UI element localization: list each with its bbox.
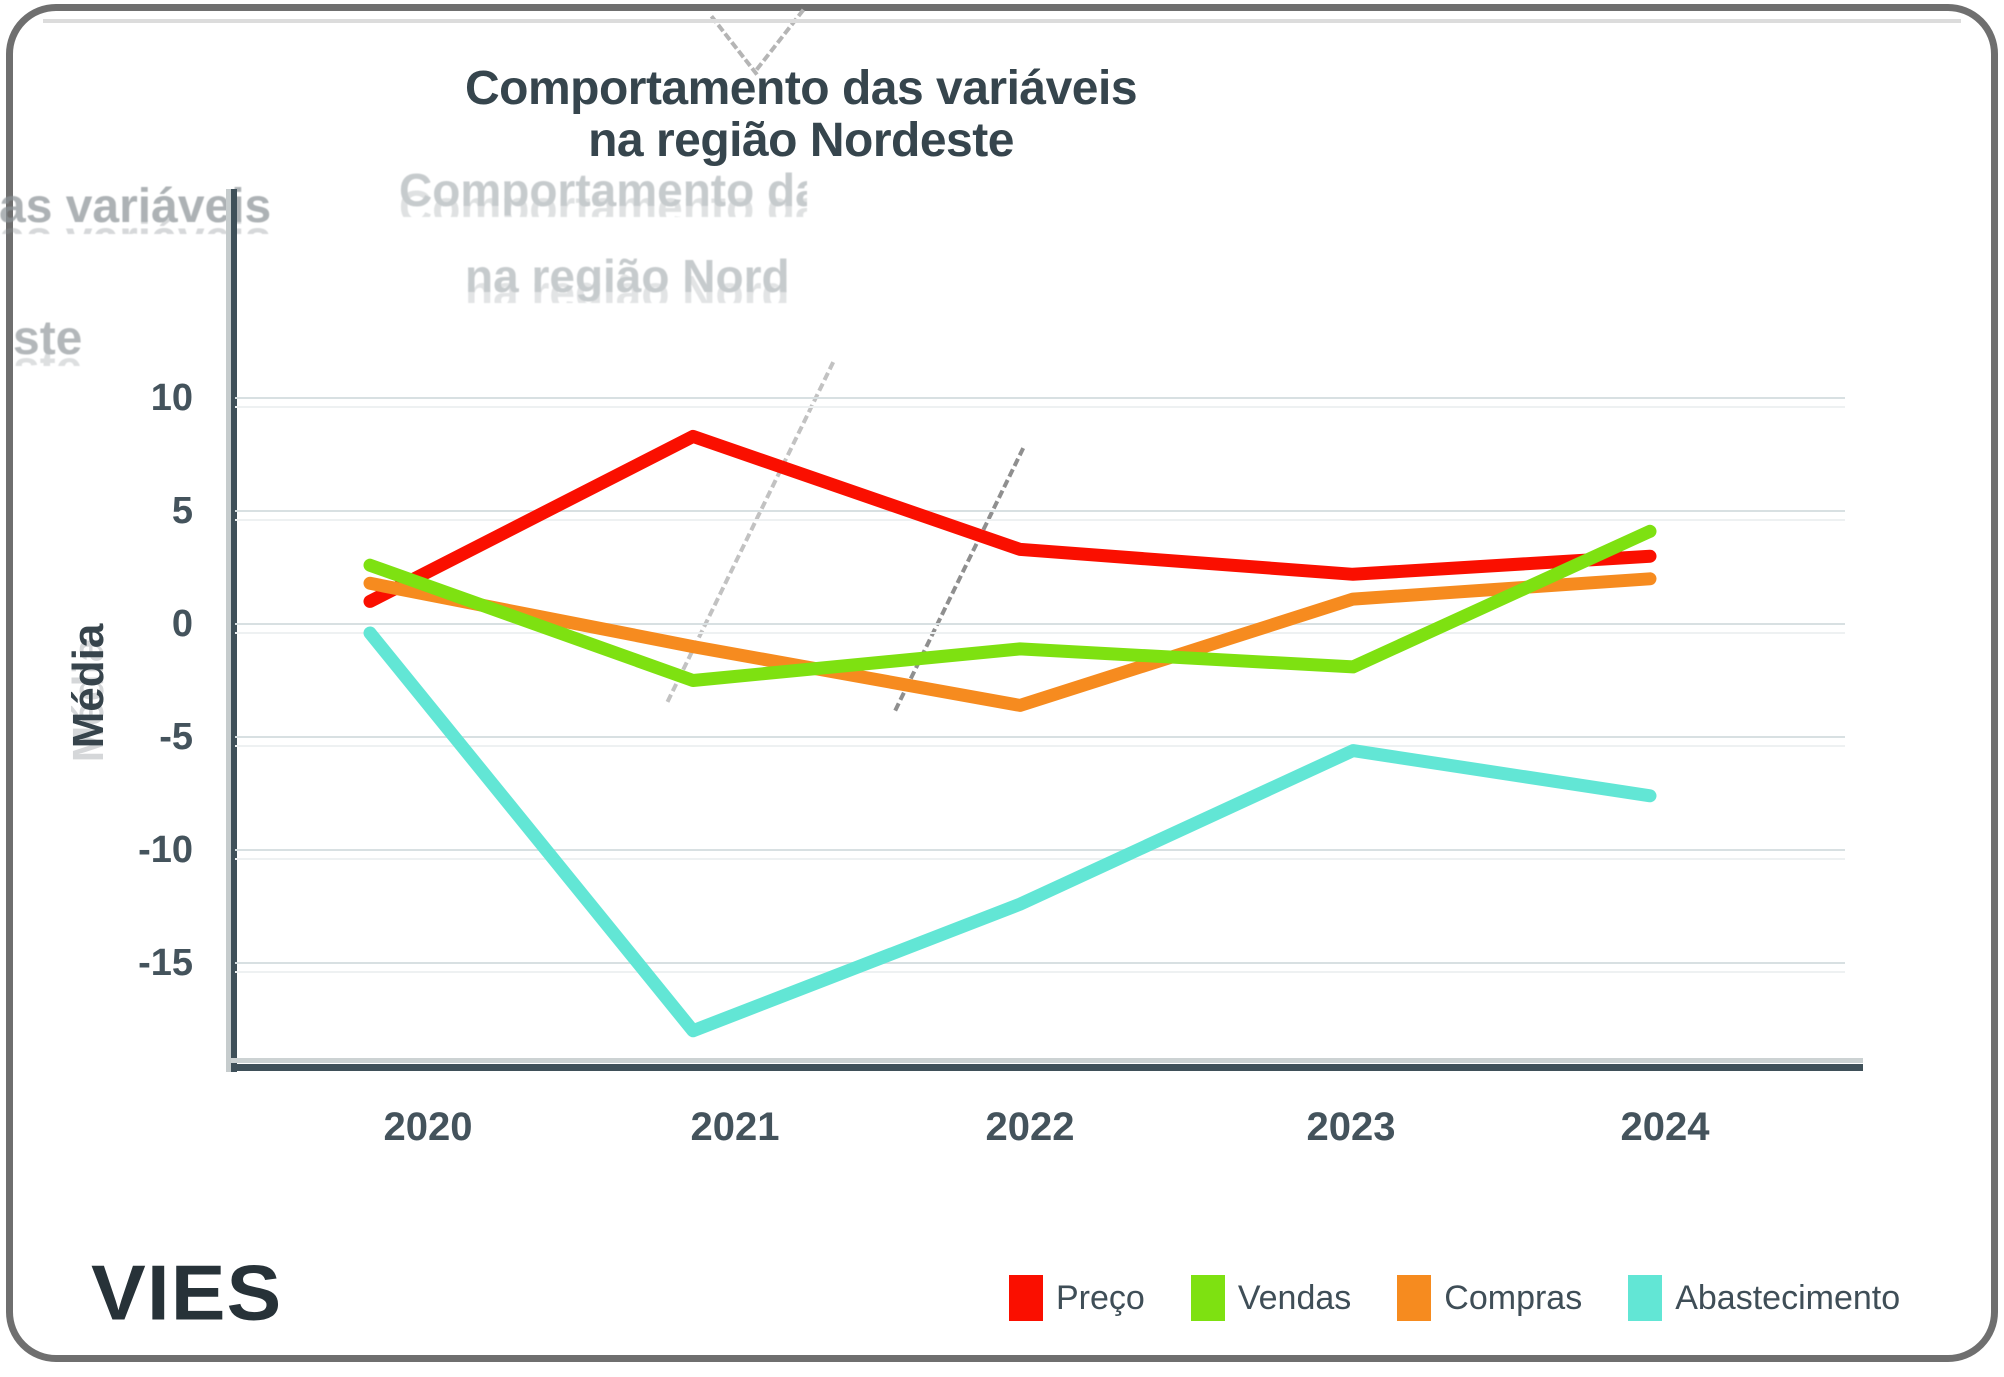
legend-swatch-abastecimento xyxy=(1628,1275,1663,1321)
gridline-ghost-0 xyxy=(235,632,1845,634)
legend-swatch-preço xyxy=(1009,1275,1043,1321)
y-tick-label--15: -15 xyxy=(138,942,193,984)
y-axis-line xyxy=(231,189,237,1072)
ghost-title-line1: Comportamento da xyxy=(399,164,807,216)
legend-label-abastecimento: Abastecimento xyxy=(1675,1278,1901,1317)
chart-title-line2: na região Nordeste xyxy=(588,114,1014,167)
legend-item-abastecimento: Abastecimento xyxy=(1628,1275,1900,1321)
legend-item-preço: Preço xyxy=(1009,1275,1145,1321)
line-compras xyxy=(363,572,1657,712)
chart-title-line1: Comportamento das variáveis xyxy=(464,62,1138,115)
line-abastecimento xyxy=(363,626,1657,1038)
x-tick-label-2021: 2021 xyxy=(690,1105,780,1149)
y-tick-label-10: 10 xyxy=(150,377,193,419)
ghost-text-left-bottom: ste xyxy=(13,312,83,365)
legend-swatch-vendas xyxy=(1190,1275,1225,1321)
y-tick-label--5: -5 xyxy=(159,716,193,758)
vies-logo: VIES xyxy=(91,1250,283,1337)
x-tick-label-2020: 2020 xyxy=(383,1105,473,1149)
x-axis-line xyxy=(231,1064,1863,1071)
line-preço xyxy=(363,429,1657,608)
ghost-text-left-top: as variáveis xyxy=(0,180,272,233)
x-axis-shadow-line xyxy=(231,1058,1863,1063)
ghost-title-line2: na região Nord xyxy=(465,250,790,302)
gridline--5 xyxy=(235,736,1845,738)
gridline-ghost--5 xyxy=(235,745,1845,747)
gridline-ghost-5 xyxy=(235,519,1845,521)
x-tick-label-2022: 2022 xyxy=(985,1105,1075,1149)
legend-swatch-compras xyxy=(1397,1275,1432,1321)
y-tick-label--10: -10 xyxy=(138,829,193,871)
chart-card: as variáveis ste Comportamento da na reg… xyxy=(0,4,1998,1362)
line-vendas xyxy=(363,524,1657,687)
gridline-5 xyxy=(235,510,1845,512)
legend-label-vendas: Vendas xyxy=(1237,1278,1352,1317)
legend-label-compras: Compras xyxy=(1444,1278,1583,1317)
gridline--10 xyxy=(235,849,1845,851)
x-tick-label-2023: 2023 xyxy=(1306,1105,1396,1149)
legend: Preço Vendas Compras Abastecimento xyxy=(1009,1275,1900,1321)
x-tick-label-2024: 2024 xyxy=(1620,1105,1710,1149)
y-tick-label-5: 5 xyxy=(171,490,193,532)
gridline-ghost-10 xyxy=(235,406,1845,408)
gridline-ghost--10 xyxy=(235,858,1845,860)
legend-item-compras: Compras xyxy=(1397,1275,1582,1321)
gridline-ghost--15 xyxy=(235,971,1845,973)
gridline--15 xyxy=(235,962,1845,964)
chart-title: Comportamento das variáveis na região No… xyxy=(301,63,1301,167)
legend-item-vendas: Vendas xyxy=(1190,1275,1352,1321)
gridline-0 xyxy=(235,623,1845,625)
gridline-10 xyxy=(235,397,1845,399)
y-tick-label-0: 0 xyxy=(171,603,193,645)
chart-lines xyxy=(363,429,1657,1038)
legend-label-preço: Preço xyxy=(1056,1278,1145,1317)
